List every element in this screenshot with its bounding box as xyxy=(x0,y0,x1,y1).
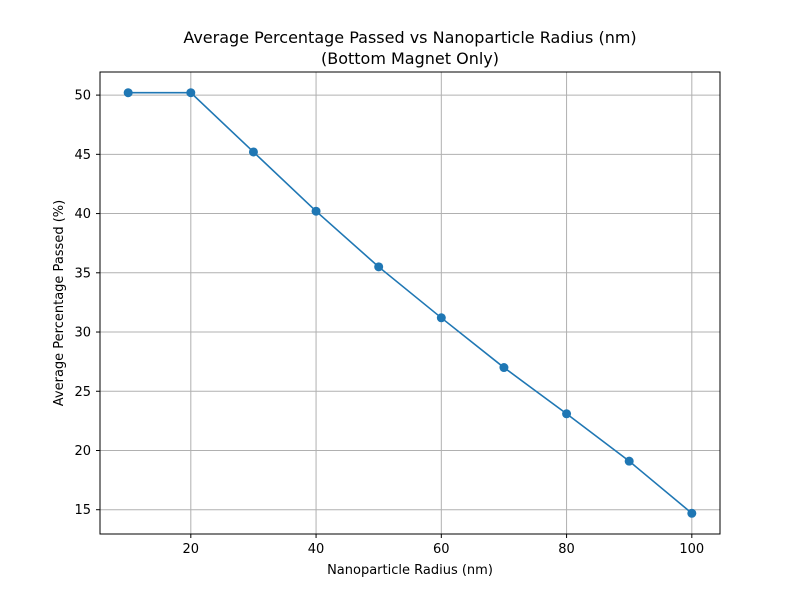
y-tick-label: 20 xyxy=(74,444,91,459)
data-point xyxy=(123,88,133,98)
data-point xyxy=(687,508,697,518)
series-layer xyxy=(123,88,697,518)
y-tick-label: 50 xyxy=(74,89,91,104)
data-point xyxy=(311,206,321,216)
y-tick-label: 35 xyxy=(74,266,91,281)
x-axis-label: Nanoparticle Radius (nm) xyxy=(327,563,493,578)
chart-title-line-2: (Bottom Magnet Only) xyxy=(321,49,499,68)
plot-frame xyxy=(99,71,721,535)
x-tick-label: 40 xyxy=(308,542,325,557)
tick-layer: 20 40 60 80 100 15 20 25 30 35 40 45 50 xyxy=(74,89,704,557)
x-tick-label: 80 xyxy=(558,542,575,557)
grid-layer xyxy=(100,72,720,534)
x-tick-label: 20 xyxy=(183,542,200,557)
y-tick-label: 40 xyxy=(74,207,91,222)
y-axis-label: Average Percentage Passed (%) xyxy=(52,200,67,406)
data-point xyxy=(436,313,446,323)
y-tick-label: 30 xyxy=(74,326,91,341)
data-point xyxy=(562,409,572,419)
y-tick-label: 25 xyxy=(74,385,91,400)
data-point xyxy=(374,262,384,272)
x-tick-label: 100 xyxy=(679,542,704,557)
data-point xyxy=(248,147,258,157)
data-point xyxy=(499,363,509,373)
y-tick-label: 15 xyxy=(74,503,91,518)
x-tick-label: 60 xyxy=(433,542,450,557)
data-point xyxy=(624,456,634,466)
chart-title-line-1: Average Percentage Passed vs Nanoparticl… xyxy=(183,28,636,47)
data-point xyxy=(186,88,196,98)
series-line xyxy=(128,91,693,514)
y-tick-label: 45 xyxy=(74,148,91,163)
